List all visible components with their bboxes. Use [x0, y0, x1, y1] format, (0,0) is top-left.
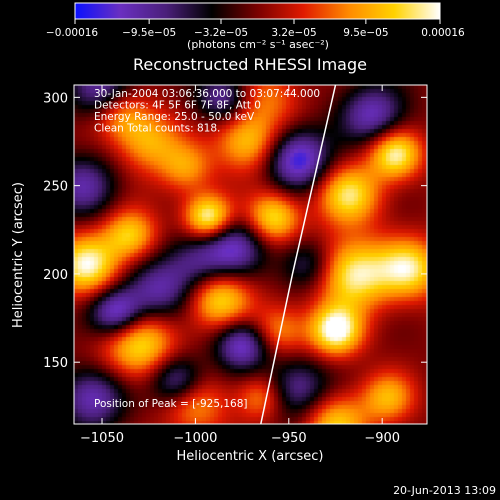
annotation-line: 30-Jan-2004 03:06:36.000 to 03:07:44.000	[94, 88, 320, 100]
x-tick-label: −900	[364, 431, 400, 446]
colorbar-units: (photons cm⁻² s⁻¹ asec⁻²)	[187, 38, 329, 51]
x-axis-ticks: −1050 −1000 −950 −900	[80, 85, 400, 446]
y-tick-label: 200	[43, 268, 68, 283]
colorbar: −0.00016 −9.5e−05 −3.2e−05 3.2e−05 9.5e−05 0.…	[46, 2, 465, 51]
chart-title: Reconstructed RHESSI Image	[133, 55, 367, 74]
annotation-line: Energy Range: 25.0 - 50.0 keV	[94, 111, 255, 123]
colorbar-ticks: −0.00016 −9.5e−05 −3.2e−05 3.2e−05 9.5e−05 0.…	[46, 19, 465, 39]
colorbar-tick-label: −0.00016	[46, 27, 99, 39]
annotation-line: Clean Total counts: 818.	[94, 123, 220, 135]
solar-limb-line	[260, 85, 337, 424]
x-axis-label: Heliocentric X (arcsec)	[177, 449, 324, 464]
colorbar-tick-label: 3.2e−05	[271, 27, 316, 39]
y-tick-label: 150	[43, 356, 68, 371]
y-tick-label: 300	[43, 91, 68, 106]
y-tick-label: 250	[43, 180, 68, 195]
colorbar-bar	[74, 2, 441, 20]
peak-position-label: Position of Peak = [-925,168]	[94, 398, 248, 410]
annotation-block: 30-Jan-2004 03:06:36.000 to 03:07:44.000…	[94, 88, 320, 135]
colorbar-tick-label: −3.2e−05	[194, 27, 248, 39]
colorbar-tick-label: 0.00016	[421, 27, 465, 39]
x-tick-label: −1050	[80, 431, 124, 446]
heatmap-image	[74, 85, 427, 424]
annotation-line: Detectors: 4F 5F 6F 7F 8F, Att 0	[94, 100, 261, 112]
y-axis-ticks: 150 200 250 300	[43, 91, 427, 371]
plot-area	[74, 85, 427, 424]
y-axis-label: Heliocentric Y (arcsec)	[11, 182, 26, 328]
colorbar-tick-label: 9.5e−05	[343, 27, 388, 39]
x-tick-label: −950	[271, 431, 307, 446]
date-stamp: 20-Jun-2013 13:09	[393, 484, 496, 497]
colorbar-tick-label: −9.5e−05	[122, 27, 176, 39]
plot-frame	[73, 84, 428, 425]
x-tick-label: −1000	[173, 431, 217, 446]
